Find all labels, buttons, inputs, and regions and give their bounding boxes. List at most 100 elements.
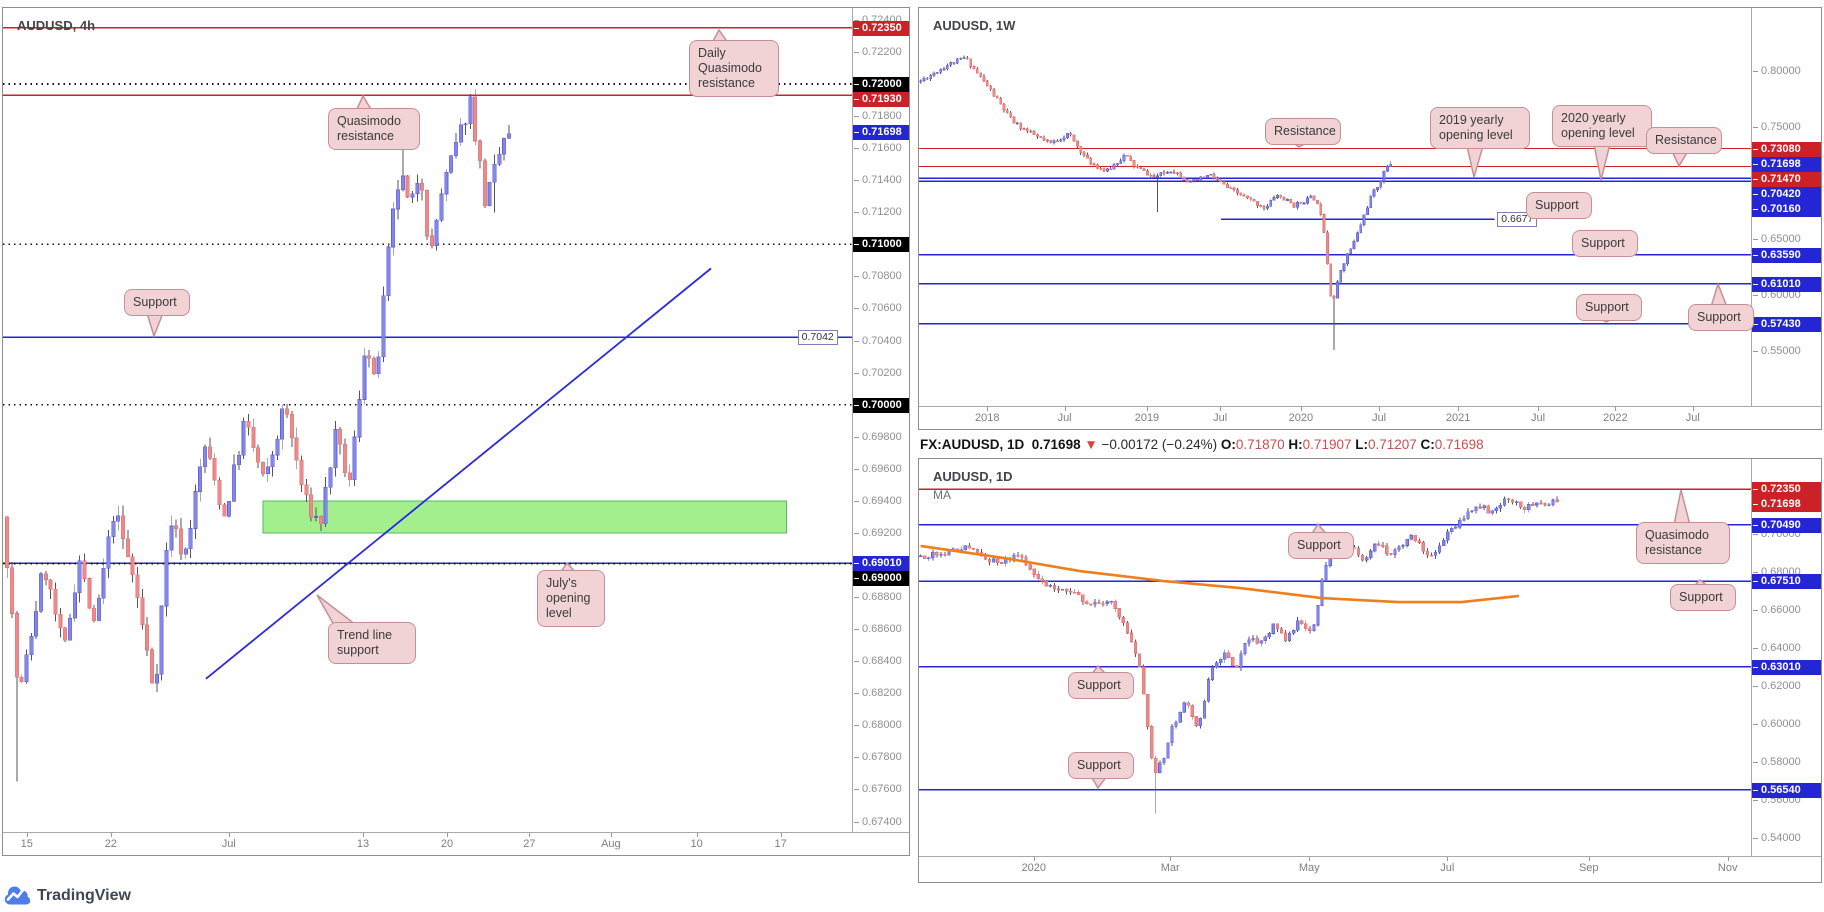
price-level-label: 0.73080 (1752, 141, 1821, 157)
chart-title-4h: AUDUSD, 4h (17, 18, 96, 33)
price-tick-label: 0.70800 (853, 269, 909, 284)
trend-line[interactable] (205, 267, 712, 680)
annotation-callout[interactable]: Support (124, 289, 190, 316)
time-tick-mark (1692, 407, 1694, 411)
price-tick-label: 0.58000 (1752, 755, 1821, 770)
price-level-label: 0.63010 (1752, 659, 1821, 675)
price-axis[interactable]: 0.67400 0.67600 0.67800 0.68000 0.68200 0.684… (852, 8, 909, 832)
price-tick-label: 0.68200 (853, 686, 909, 701)
time-axis[interactable]: 2018 Jul 2019 Jul 2020 Jul 2021 Jul 2022 Jul (919, 406, 1821, 429)
callout-pointer (1466, 145, 1484, 178)
annotation-callout[interactable]: Resistance (1265, 118, 1341, 145)
price-tick-label: 0.69800 (853, 430, 909, 445)
annotation-callout[interactable]: Support (1068, 752, 1134, 779)
plot-area-1W[interactable] (919, 8, 1751, 406)
time-tick-mark (1033, 857, 1035, 861)
callout-pointer (145, 312, 165, 339)
plot-area-4h[interactable] (3, 8, 852, 832)
time-axis[interactable]: 2020 Mar May Jul Sep Nov (919, 856, 1821, 882)
price-tick-label: 0.65000 (1752, 232, 1821, 247)
info-ohlc: O:0.71870 H:0.71907 L:0.71207 C:0.71698 (1221, 437, 1484, 452)
price-tick-label: 0.64000 (1752, 641, 1821, 656)
ohlc-value: 0.71698 (1434, 437, 1484, 452)
price-tick-label: 0.71200 (853, 205, 909, 220)
price-tick-label: 0.60000 (1752, 288, 1821, 303)
price-level-label: 0.71470 (1752, 171, 1821, 187)
time-tick-mark (1447, 857, 1449, 861)
time-tick-label: Jul (1372, 412, 1387, 424)
ohlc-key: L: (1351, 437, 1368, 452)
symbol-info-bar: FX:AUDUSD, 1D 0.71698 ▼ −0.00172 (−0.24%… (920, 433, 1484, 457)
chart-widget-1d[interactable]: AUDUSD, 1D MA Support Quasimodo resistanc… (918, 458, 1822, 883)
time-tick-label: 27 (523, 838, 536, 850)
time-tick-label: 10 (690, 838, 703, 850)
chart-title-1w: AUDUSD, 1W (933, 18, 1016, 33)
time-tick-mark (1064, 407, 1066, 411)
time-tick-mark (610, 833, 612, 837)
time-tick-label: Mar (1160, 862, 1180, 874)
annotation-callout[interactable]: Support (1572, 230, 1638, 257)
annotation-callout[interactable]: Support (1526, 192, 1592, 219)
ma-indicator-label[interactable]: MA (933, 488, 951, 502)
price-tick-label: 0.71600 (853, 141, 909, 156)
price-level-label: 0.61010 (1752, 276, 1821, 292)
supply-demand-zone[interactable] (262, 500, 788, 534)
price-tick-label: 0.68400 (853, 654, 909, 669)
price-level-label: 0.67510 (1752, 574, 1821, 590)
price-level-label: 0.70420 (1752, 186, 1821, 202)
line-price-tag: 0.6677 (1497, 212, 1538, 228)
time-tick-mark (1727, 857, 1729, 861)
time-tick-label: 2021 (1445, 412, 1471, 424)
annotation-callout[interactable]: 2019 yearly opening level (1430, 107, 1530, 149)
price-tick-label: 0.54000 (1752, 831, 1821, 846)
time-tick-mark (447, 833, 449, 837)
price-level-label: 0.63590 (1752, 247, 1821, 263)
tradingview-logo-text: TradingView (37, 887, 131, 904)
time-tick-label: 2022 (1603, 412, 1628, 424)
annotation-callout[interactable]: Resistance (1646, 127, 1722, 154)
price-axis[interactable]: 0.550000.600000.650000.700000.750000.800… (1751, 8, 1821, 406)
price-level-label: 0.69000 (853, 571, 909, 587)
annotation-callout[interactable]: Quasimodo resistance (328, 108, 420, 150)
current-price-label: 0.71698 (1752, 156, 1821, 172)
ohlc-value: 0.71907 (1302, 437, 1352, 452)
time-tick-mark (1379, 407, 1381, 411)
time-axis[interactable]: 15 22 Jul 13 20 27 Aug 10 17 (3, 832, 909, 855)
annotation-callout[interactable]: Support (1068, 672, 1134, 699)
time-tick-label: Jul (1213, 412, 1228, 424)
annotation-callout[interactable]: Support (1288, 532, 1354, 559)
price-tick-label: 0.67600 (853, 782, 909, 797)
annotation-callout[interactable]: Trend line support (328, 622, 416, 664)
price-axis[interactable]: 0.54000 0.56000 0.58000 0.60000 0.62000 0.640… (1751, 459, 1821, 856)
time-tick-mark (1220, 407, 1222, 411)
annotation-callout[interactable]: Quasimodo resistance (1636, 522, 1730, 564)
plot-area-1D[interactable] (919, 459, 1751, 856)
price-level-label: 0.72350 (1752, 482, 1821, 498)
ohlc-key: H: (1284, 437, 1303, 452)
annotation-callout[interactable]: Support (1688, 304, 1754, 331)
price-tick-label: 0.67400 (853, 815, 909, 830)
price-tick-label: 0.69400 (853, 494, 909, 509)
annotation-callout[interactable]: Support (1670, 584, 1736, 611)
chart-widget-1w[interactable]: AUDUSD, 1W Resistance 2019 yearly opening… (918, 7, 1822, 430)
ohlc-key: O: (1220, 437, 1236, 452)
annotation-callout[interactable]: Daily Quasimodo resistance (689, 40, 779, 97)
ma-line[interactable] (920, 544, 1520, 604)
annotation-callout[interactable]: 2020 yearly opening level (1552, 105, 1652, 147)
time-tick-label: Jul (221, 838, 236, 850)
price-tick-label: 0.71400 (853, 173, 909, 188)
tradingview-logo[interactable]: TradingView (4, 884, 131, 908)
price-level-label: 0.70160 (1752, 201, 1821, 217)
annotation-callout[interactable]: July's opening level (537, 570, 605, 627)
time-tick-label: 20 (440, 838, 454, 850)
info-symbol: FX:AUDUSD, 1D (920, 437, 1025, 452)
chart-widget-4h[interactable]: AUDUSD, 4h Daily Quasimodo resistance Qua… (2, 7, 910, 856)
time-tick-label: 2018 (974, 412, 1000, 424)
callout-pointer (1673, 489, 1691, 526)
annotation-callout[interactable]: Support (1576, 294, 1642, 321)
price-level-label: 0.72350 (853, 20, 909, 36)
time-tick-label: 17 (774, 838, 787, 850)
candlestick-series (919, 496, 1559, 814)
price-level-label: 0.71930 (853, 92, 909, 107)
